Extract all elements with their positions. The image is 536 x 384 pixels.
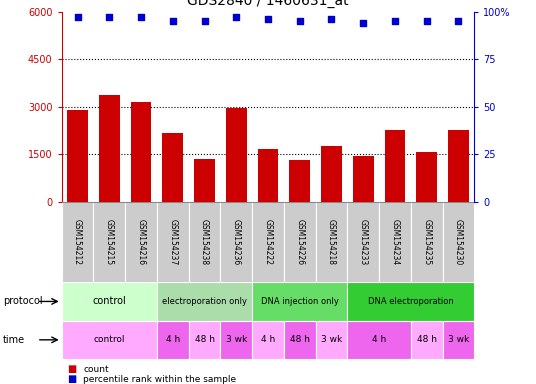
Text: GSM154218: GSM154218 bbox=[327, 219, 336, 265]
Bar bbox=[448, 130, 469, 202]
Text: 48 h: 48 h bbox=[195, 335, 214, 344]
Text: 48 h: 48 h bbox=[290, 335, 310, 344]
Text: GSM154237: GSM154237 bbox=[168, 219, 177, 265]
Bar bbox=[284, 202, 316, 282]
Text: DNA electroporation: DNA electroporation bbox=[368, 297, 454, 306]
Bar bbox=[62, 321, 157, 359]
Bar bbox=[443, 202, 474, 282]
Text: 3 wk: 3 wk bbox=[226, 335, 247, 344]
Bar bbox=[411, 202, 443, 282]
Bar bbox=[189, 321, 220, 359]
Point bbox=[105, 14, 114, 20]
Bar bbox=[353, 156, 374, 202]
Bar bbox=[284, 321, 316, 359]
Bar bbox=[443, 321, 474, 359]
Bar bbox=[93, 202, 125, 282]
Bar bbox=[67, 110, 88, 202]
Bar bbox=[226, 108, 247, 202]
Text: electroporation only: electroporation only bbox=[162, 297, 247, 306]
Bar bbox=[347, 321, 411, 359]
Bar bbox=[347, 282, 474, 321]
Bar bbox=[125, 202, 157, 282]
Bar bbox=[316, 202, 347, 282]
Text: GSM154222: GSM154222 bbox=[264, 219, 272, 265]
Point bbox=[295, 18, 304, 24]
Bar bbox=[258, 149, 278, 202]
Text: GSM154238: GSM154238 bbox=[200, 219, 209, 265]
Bar bbox=[411, 321, 443, 359]
Bar bbox=[347, 202, 379, 282]
Text: GSM154234: GSM154234 bbox=[391, 219, 399, 265]
Title: GDS2840 / 1460631_at: GDS2840 / 1460631_at bbox=[187, 0, 349, 8]
Text: GSM154233: GSM154233 bbox=[359, 219, 368, 265]
Point bbox=[359, 20, 368, 26]
Text: GSM154215: GSM154215 bbox=[105, 219, 114, 265]
Text: count: count bbox=[83, 365, 109, 374]
Bar bbox=[416, 152, 437, 202]
Bar bbox=[252, 282, 347, 321]
Bar bbox=[316, 321, 347, 359]
Text: percentile rank within the sample: percentile rank within the sample bbox=[83, 375, 236, 384]
Text: 4 h: 4 h bbox=[372, 335, 386, 344]
Text: time: time bbox=[3, 335, 25, 345]
Bar bbox=[321, 146, 342, 202]
Text: 3 wk: 3 wk bbox=[321, 335, 342, 344]
Bar bbox=[162, 134, 183, 202]
Point bbox=[232, 14, 241, 20]
Point bbox=[391, 18, 399, 24]
Text: GSM154226: GSM154226 bbox=[295, 219, 304, 265]
Bar bbox=[157, 282, 252, 321]
Text: 4 h: 4 h bbox=[261, 335, 275, 344]
Bar bbox=[62, 282, 157, 321]
Text: 48 h: 48 h bbox=[416, 335, 437, 344]
Text: ■: ■ bbox=[67, 364, 76, 374]
Bar bbox=[157, 321, 189, 359]
Point bbox=[454, 18, 463, 24]
Point bbox=[137, 14, 145, 20]
Point bbox=[168, 18, 177, 24]
Bar bbox=[131, 102, 151, 202]
Point bbox=[327, 16, 336, 22]
Text: GSM154216: GSM154216 bbox=[137, 219, 145, 265]
Bar bbox=[189, 202, 220, 282]
Text: GSM154230: GSM154230 bbox=[454, 219, 463, 265]
Bar bbox=[220, 202, 252, 282]
Text: 4 h: 4 h bbox=[166, 335, 180, 344]
Point bbox=[73, 14, 82, 20]
Text: ■: ■ bbox=[67, 374, 76, 384]
Text: GSM154235: GSM154235 bbox=[422, 219, 431, 265]
Bar bbox=[62, 202, 93, 282]
Bar bbox=[157, 202, 189, 282]
Text: GSM154212: GSM154212 bbox=[73, 219, 82, 265]
Bar bbox=[252, 321, 284, 359]
Point bbox=[264, 16, 272, 22]
Text: control: control bbox=[92, 296, 126, 306]
Bar bbox=[220, 321, 252, 359]
Bar bbox=[99, 96, 120, 202]
Point bbox=[200, 18, 209, 24]
Point bbox=[422, 18, 431, 24]
Text: control: control bbox=[93, 335, 125, 344]
Bar bbox=[252, 202, 284, 282]
Text: DNA injection only: DNA injection only bbox=[261, 297, 339, 306]
Bar bbox=[194, 159, 215, 202]
Bar bbox=[289, 161, 310, 202]
Bar bbox=[379, 202, 411, 282]
Text: 3 wk: 3 wk bbox=[448, 335, 469, 344]
Text: GSM154236: GSM154236 bbox=[232, 219, 241, 265]
Text: protocol: protocol bbox=[3, 296, 42, 306]
Bar bbox=[385, 130, 405, 202]
